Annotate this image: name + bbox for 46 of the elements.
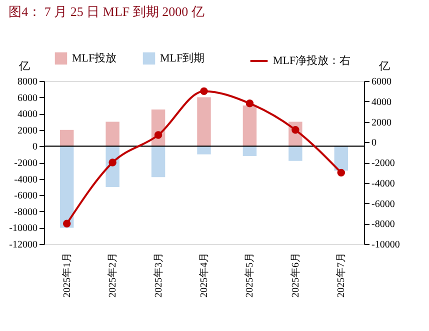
y-tick-label: -12000 xyxy=(9,240,38,250)
y-tick-label: 4000 xyxy=(18,109,38,120)
x-tick-label: 2025年6月 xyxy=(289,252,302,298)
x-tick-label: 2025年7月 xyxy=(335,252,348,298)
point xyxy=(246,100,254,108)
y-tick-label: 8000 xyxy=(18,76,38,88)
y2-tick-label: -2000 xyxy=(372,158,395,169)
x-tick-label: 2025年4月 xyxy=(198,252,210,298)
point xyxy=(200,87,208,96)
bar xyxy=(288,146,302,161)
bar xyxy=(106,122,120,146)
y-tick-label: -10000 xyxy=(9,223,38,234)
y-tick-label: -4000 xyxy=(14,174,38,186)
bar xyxy=(151,146,166,178)
y2-tick-label: 2000 xyxy=(372,117,392,128)
y-tick-label: -2000 xyxy=(14,158,38,169)
x-tick-label: 2025年5月 xyxy=(244,252,256,298)
y2-axis-title: 亿 xyxy=(378,60,390,72)
y-tick-label: 6000 xyxy=(18,92,38,104)
y2-tick-label: -4000 xyxy=(372,178,395,190)
y2-tick-label: 0 xyxy=(372,138,376,149)
y2-tick-label: -10000 xyxy=(372,240,400,250)
legend-label: MLF净投放：右 xyxy=(273,55,351,67)
y2-tick-label: 6000 xyxy=(372,76,392,88)
point xyxy=(108,158,116,166)
legend-label: MLF投放 xyxy=(72,52,117,64)
bar xyxy=(60,130,74,146)
y-tick-label: -6000 xyxy=(14,190,38,202)
bar xyxy=(60,146,74,228)
point xyxy=(337,168,346,177)
x-tick-label: 2025年3月 xyxy=(152,252,164,298)
bar xyxy=(197,97,211,146)
y2-tick-label: 4000 xyxy=(372,96,392,108)
point xyxy=(62,220,71,228)
chart-title: 图4： 7 月 25 日 MLF 到期 2000 亿 xyxy=(8,4,204,19)
y2-tick-label: -6000 xyxy=(372,198,395,210)
y-tick-label: 0 xyxy=(32,142,38,153)
x-tick-label: 2025年1月 xyxy=(60,252,73,298)
legend-label: MLF到期 xyxy=(160,52,205,64)
point xyxy=(154,131,162,139)
bar xyxy=(242,105,257,146)
y-axis-title: 亿 xyxy=(18,60,30,72)
x-tick-label: 2025年2月 xyxy=(106,252,119,298)
y-tick-label: -8000 xyxy=(14,206,38,218)
y2-tick-label: -8000 xyxy=(372,219,395,230)
y-tick-label: 2000 xyxy=(18,125,38,136)
